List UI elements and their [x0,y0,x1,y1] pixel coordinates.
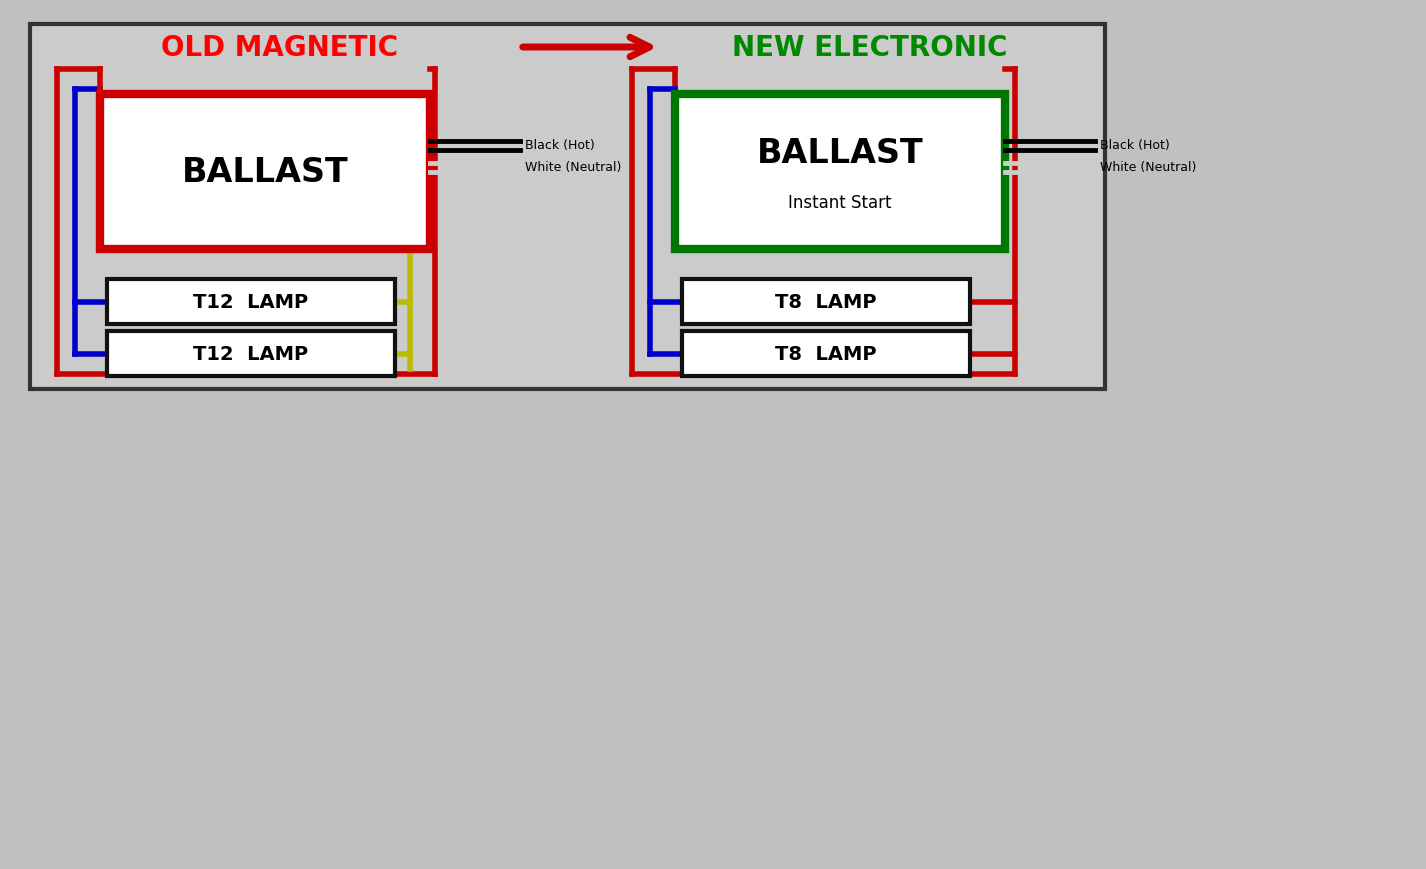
Bar [107,280,395,325]
Text: White (Neutral): White (Neutral) [525,162,622,174]
Bar [30,25,1105,389]
Bar [100,95,431,249]
Text: Black (Hot): Black (Hot) [525,139,595,152]
Text: White (Neutral): White (Neutral) [1099,162,1196,174]
Text: T12  LAMP: T12 LAMP [194,345,308,363]
Bar [682,280,970,325]
Text: Black (Hot): Black (Hot) [1099,139,1169,152]
Text: T12  LAMP: T12 LAMP [194,293,308,312]
Text: BALLAST: BALLAST [757,137,923,170]
Text: NEW ELECTRONIC: NEW ELECTRONIC [732,34,1008,62]
Text: BALLAST: BALLAST [181,156,348,189]
Text: T8  LAMP: T8 LAMP [776,345,877,363]
Text: OLD MAGNETIC: OLD MAGNETIC [161,34,398,62]
Text: T8  LAMP: T8 LAMP [776,293,877,312]
Bar [107,332,395,376]
Bar [682,332,970,376]
Text: Instant Start: Instant Start [789,195,891,212]
Bar [674,95,1005,249]
